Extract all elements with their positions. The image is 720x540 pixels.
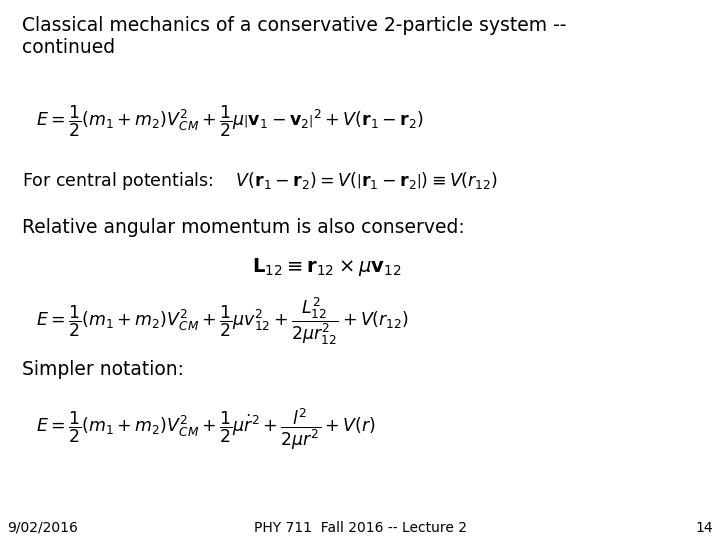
Text: PHY 711  Fall 2016 -- Lecture 2: PHY 711 Fall 2016 -- Lecture 2 [253,521,467,535]
Text: Relative angular momentum is also conserved:: Relative angular momentum is also conser… [22,218,464,238]
Text: $E = \dfrac{1}{2}\left(m_1 + m_2\right)V_{CM}^{2} + \dfrac{1}{2}\mu\left|\mathbf: $E = \dfrac{1}{2}\left(m_1 + m_2\right)V… [36,104,424,139]
Text: 14: 14 [696,521,713,535]
Text: For central potentials:    $V\left(\mathbf{r}_1 - \mathbf{r}_2\right) = V\left(\: For central potentials: $V\left(\mathbf{… [22,170,498,192]
Text: Simpler notation:: Simpler notation: [22,360,184,380]
Text: 9/02/2016: 9/02/2016 [7,521,78,535]
Text: $\mathbf{L}_{12} \equiv \mathbf{r}_{12} \times \mu\mathbf{v}_{12}$: $\mathbf{L}_{12} \equiv \mathbf{r}_{12} … [252,256,401,278]
Text: $E = \dfrac{1}{2}\left(m_1 + m_2\right)V_{CM}^{2} + \dfrac{1}{2}\mu\dot{r}^{2} +: $E = \dfrac{1}{2}\left(m_1 + m_2\right)V… [36,407,376,452]
Text: Classical mechanics of a conservative 2-particle system --
continued: Classical mechanics of a conservative 2-… [22,16,566,57]
Text: $E = \dfrac{1}{2}\left(m_1 + m_2\right)V_{CM}^{2} + \dfrac{1}{2}\mu v_{12}^{2} +: $E = \dfrac{1}{2}\left(m_1 + m_2\right)V… [36,295,409,347]
